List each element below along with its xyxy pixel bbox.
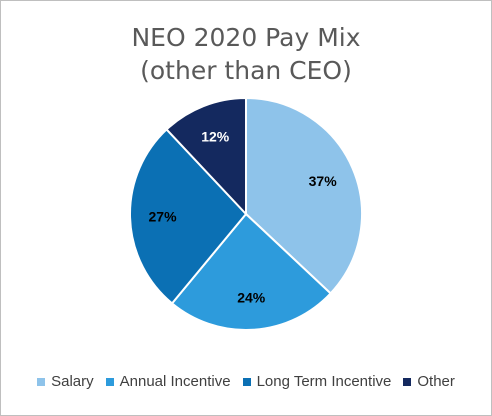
chart-title: NEO 2020 Pay Mix (other than CEO) — [1, 21, 491, 87]
legend-swatch-annual-incentive — [105, 377, 114, 386]
pie-slice-annual-incentive — [170, 212, 332, 331]
legend-label-long-term-incentive: Long Term Incentive — [256, 373, 392, 390]
data-label-long-term-incentive: 27% — [149, 209, 178, 225]
pie-slice-salary — [245, 96, 363, 295]
legend-item-other: Other — [403, 373, 455, 390]
pie-slice-long-term-incentive — [129, 128, 248, 305]
legend-item-annual-incentive: Annual Incentive — [105, 373, 231, 390]
chart-title-line-1: NEO 2020 Pay Mix — [131, 23, 361, 52]
chart-legend: Salary Annual Incentive Long Term Incent… — [1, 373, 491, 390]
legend-label-salary: Salary — [51, 373, 94, 390]
legend-swatch-other — [403, 377, 412, 386]
pie-slice-other — [165, 96, 247, 217]
data-label-other: 12% — [201, 128, 230, 144]
legend-swatch-salary — [37, 377, 46, 386]
legend-swatch-long-term-incentive — [242, 377, 251, 386]
legend-item-salary: Salary — [37, 373, 94, 390]
legend-label-other: Other — [417, 373, 455, 390]
legend-item-long-term-incentive: Long Term Incentive — [242, 373, 392, 390]
data-label-salary: 37% — [309, 173, 338, 189]
legend-label-annual-incentive: Annual Incentive — [119, 373, 231, 390]
chart-title-line-2: (other than CEO) — [140, 56, 352, 85]
data-label-annual-incentive: 24% — [237, 289, 266, 305]
